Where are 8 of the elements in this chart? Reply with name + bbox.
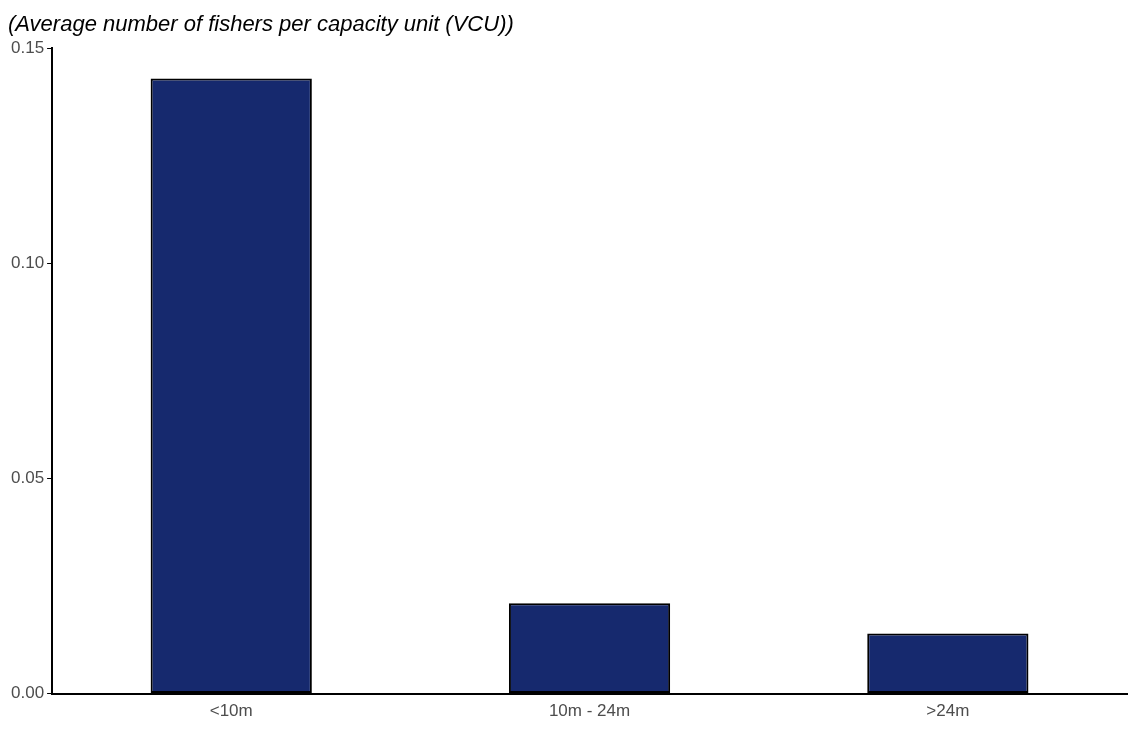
x-tick-label: <10m (209, 701, 253, 721)
x-tick-label: 10m - 24m (548, 701, 631, 721)
y-tick-label: 0.15 (10, 38, 45, 58)
chart-title: (Average number of fishers per capacity unit (VCU)) (8, 11, 514, 37)
x-tick-label: >24m (926, 701, 970, 721)
y-tick-label: 0.00 (10, 683, 45, 703)
y-tick-label: 0.05 (10, 468, 45, 488)
y-tick-label: 0.10 (10, 253, 45, 273)
